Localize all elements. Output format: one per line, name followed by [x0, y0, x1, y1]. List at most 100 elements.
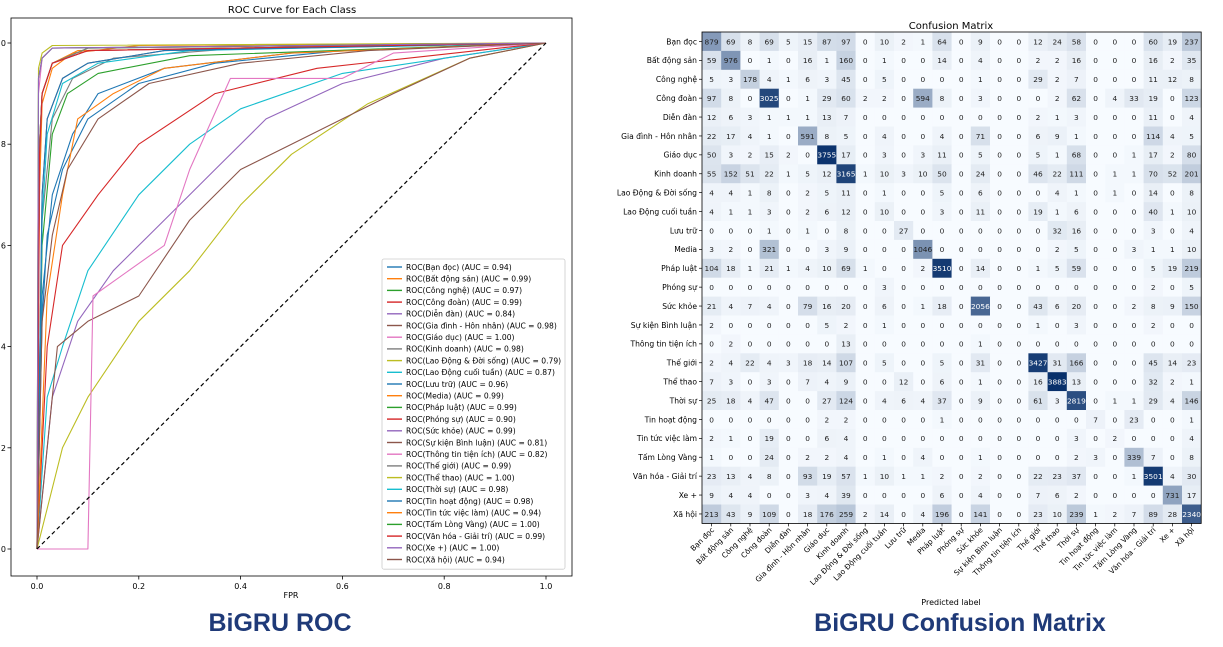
cm-cell-value: 5 [1074, 245, 1079, 254]
cm-cell [951, 315, 972, 335]
cm-cell-value: 11 [1148, 75, 1158, 84]
cm-cell-value: 14 [1168, 359, 1178, 368]
cm-y-label: Công đoàn [656, 94, 697, 103]
cm-cell [1182, 69, 1202, 89]
cm-cell-value: 2 [728, 245, 733, 254]
cm-cell [970, 183, 991, 203]
cm-cell [1009, 334, 1029, 354]
cm-cell [778, 353, 799, 373]
roc-diagonal [36, 42, 547, 550]
cm-cell-value: 61 [1033, 396, 1043, 405]
cm-cell [702, 447, 722, 467]
cm-cell [990, 145, 1010, 165]
cm-cell-value: 0 [997, 472, 1002, 481]
cm-cell [836, 447, 856, 467]
cm-cell-value: 0 [1112, 151, 1117, 160]
cm-cell [798, 164, 818, 184]
cm-cell [855, 466, 876, 486]
cm-cell [1066, 334, 1087, 354]
cm-cell-value: 3 [786, 359, 791, 368]
cm-cell-value: 7 [805, 377, 810, 386]
cm-cell-value: 321 [762, 245, 776, 254]
roc-series-line-23 [36, 42, 547, 550]
cm-cell [740, 315, 760, 335]
cm-cell [836, 107, 856, 127]
cm-cell [759, 126, 780, 146]
cm-cell-value: 12 [899, 377, 908, 386]
cm-cell [1105, 50, 1125, 71]
cm-cell-value: 0 [728, 415, 733, 424]
cm-cell-value: 1 [767, 226, 772, 235]
cm-cell-value: 43 [726, 510, 736, 519]
cm-cell [1047, 353, 1068, 373]
cm-cell-value: 0 [1132, 226, 1137, 235]
cm-cell [759, 164, 780, 184]
cm-cell [913, 428, 933, 449]
cm-cell-value: 0 [1016, 491, 1021, 500]
cm-cell [1182, 164, 1202, 184]
cm-cell-value: 10 [918, 170, 928, 179]
cm-cell [1066, 447, 1087, 467]
cm-cell [778, 145, 799, 165]
cm-cell-value: 0 [1016, 302, 1021, 311]
cm-cell-value: 0 [786, 415, 791, 424]
cm-cell-value: 9 [709, 491, 714, 500]
cm-cell [836, 202, 856, 222]
cm-cell [1162, 88, 1183, 108]
cm-cell-value: 0 [997, 113, 1002, 122]
cm-cell-value: 24 [976, 170, 986, 179]
cm-cell-value: 1 [748, 188, 753, 197]
cm-cell [1009, 126, 1029, 146]
cm-cell [1143, 202, 1164, 222]
cm-cell [932, 372, 952, 392]
cm-cell [990, 107, 1010, 127]
cm-cell-value: 0 [863, 321, 868, 330]
cm-cell-value: 43 [1033, 302, 1043, 311]
cm-cell [1086, 353, 1106, 373]
cm-cell-value: 10 [880, 37, 890, 46]
cm-cell-value: 0 [959, 226, 964, 235]
cm-cell [990, 88, 1010, 108]
roc-legend-entry: ROC(Phóng sự) (AUC = 0.90) [406, 415, 516, 424]
cm-cell [1143, 504, 1164, 524]
cm-cell-value: 0 [1151, 415, 1156, 424]
cm-cell-value: 1 [882, 56, 887, 65]
cm-cell-value: 1 [920, 472, 925, 481]
cm-cell [1124, 504, 1144, 524]
cm-cell-value: 4 [728, 491, 733, 500]
cm-cell-value: 0 [786, 491, 791, 500]
cm-cell [778, 239, 799, 260]
cm-cell-value: 16 [1033, 377, 1043, 386]
cm-cell-value: 0 [978, 113, 983, 122]
cm-cell [1105, 315, 1125, 335]
cm-cell [778, 447, 799, 467]
cm-cell [778, 32, 799, 52]
cm-cell [721, 145, 741, 165]
cm-cell [894, 145, 914, 165]
cm-cell [951, 69, 972, 89]
cm-cell-value: 30 [1187, 472, 1197, 481]
cm-cell-value: 31 [1052, 359, 1062, 368]
cm-cell-value: 4 [978, 56, 983, 65]
cm-cell [874, 126, 895, 146]
cm-cell [836, 353, 856, 373]
cm-cell [1143, 334, 1164, 354]
cm-cell [759, 353, 780, 373]
cm-y-label: Diễn đàn [663, 113, 697, 122]
cm-cell-value: 12 [841, 207, 850, 216]
cm-cell [1066, 69, 1087, 89]
cm-cell [1143, 296, 1164, 316]
cm-cell [1182, 447, 1202, 467]
cm-cell [932, 466, 952, 486]
cm-cell-value: 23 [1033, 510, 1043, 519]
cm-cell-value: 0 [1055, 434, 1060, 443]
cm-cell [1124, 277, 1144, 297]
cm-cell-value: 0 [1132, 321, 1137, 330]
cm-cell [970, 410, 991, 430]
cm-cell-value: 4 [978, 491, 983, 500]
cm-cell [1066, 164, 1087, 184]
cm-cell [1105, 296, 1125, 316]
cm-cell [894, 466, 914, 486]
cm-cell-value: 0 [978, 434, 983, 443]
cm-cell-value: 4 [824, 491, 829, 500]
